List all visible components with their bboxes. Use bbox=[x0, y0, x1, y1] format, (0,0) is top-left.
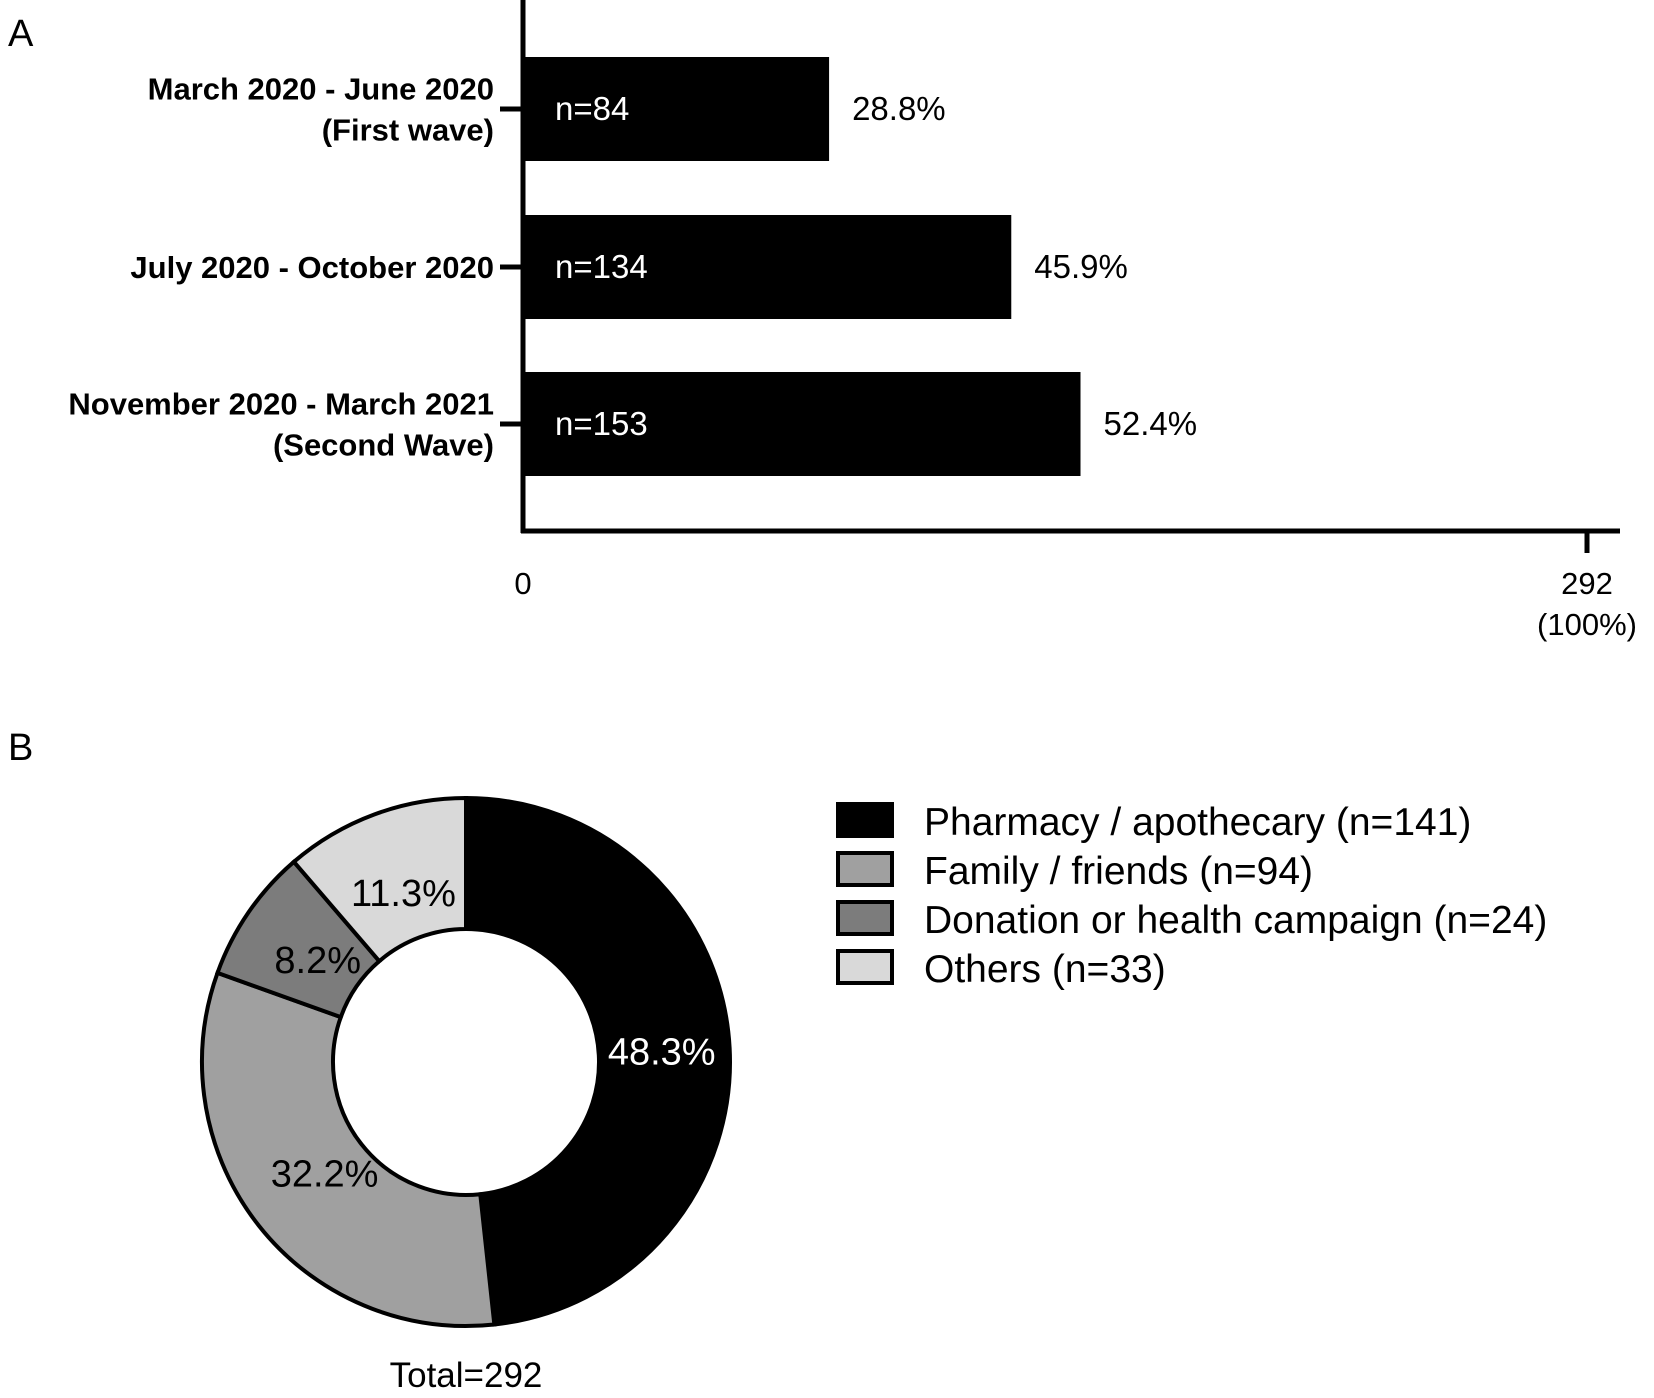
bar-n-label-1: n=134 bbox=[555, 248, 648, 285]
category-label-1-line-0: July 2020 - October 2020 bbox=[130, 250, 494, 285]
legend-swatch-3 bbox=[836, 949, 894, 985]
x-tick-label-1-line-0: 292 bbox=[1561, 566, 1613, 601]
legend-label-2: Donation or health campaign (n=24) bbox=[924, 899, 1547, 942]
category-label-2-line-0: November 2020 - March 2021 bbox=[68, 387, 494, 422]
category-label-2-line-1: (Second Wave) bbox=[273, 428, 494, 463]
x-tick-label-0-line-0: 0 bbox=[514, 566, 531, 601]
total-label: Total=292 bbox=[390, 1356, 543, 1395]
legend-label-0: Pharmacy / apothecary (n=141) bbox=[924, 801, 1471, 844]
panel-a-bar-chart: A n=84 28.8% March 2020 - June 2020 (First … bbox=[8, 0, 1637, 642]
panel-b-letter: B bbox=[8, 727, 33, 769]
bar-percent-label-2: 52.4% bbox=[1104, 405, 1198, 442]
panel-a-letter: A bbox=[8, 13, 34, 55]
category-label-0-line-0: March 2020 - June 2020 bbox=[148, 72, 494, 107]
donut-slice-3 bbox=[291, 795, 468, 964]
legend-label-1: Family / friends (n=94) bbox=[924, 850, 1313, 893]
bar-0 bbox=[523, 57, 830, 161]
slice-percent-label-3: 11.3% bbox=[351, 873, 456, 915]
slice-percent-label-0: 48.3% bbox=[608, 1031, 716, 1073]
legend-label-3: Others (n=33) bbox=[924, 948, 1166, 991]
donut-slice-0 bbox=[464, 795, 732, 1327]
panel-b-donut-chart: B 48.3% 32.2% 8.2% 11.3% Total=292 Pharmacy… bbox=[8, 727, 1547, 1395]
category-label-0-line-1: (First wave) bbox=[322, 113, 494, 148]
legend-swatch-0 bbox=[836, 802, 894, 838]
legend-swatch-2 bbox=[836, 900, 894, 936]
slice-percent-label-2: 8.2% bbox=[274, 940, 361, 982]
legend-swatch-1 bbox=[836, 851, 894, 887]
bar-percent-label-0: 28.8% bbox=[852, 90, 946, 127]
bar-1 bbox=[523, 215, 1012, 319]
x-tick-label-1-line-1: (100%) bbox=[1537, 607, 1637, 642]
bar-2 bbox=[523, 372, 1081, 476]
bar-n-label-0: n=84 bbox=[555, 90, 629, 127]
donut-slice-1 bbox=[200, 970, 497, 1328]
slice-percent-label-1: 32.2% bbox=[271, 1153, 379, 1195]
bar-percent-label-1: 45.9% bbox=[1034, 248, 1128, 285]
bar-n-label-2: n=153 bbox=[555, 405, 648, 442]
